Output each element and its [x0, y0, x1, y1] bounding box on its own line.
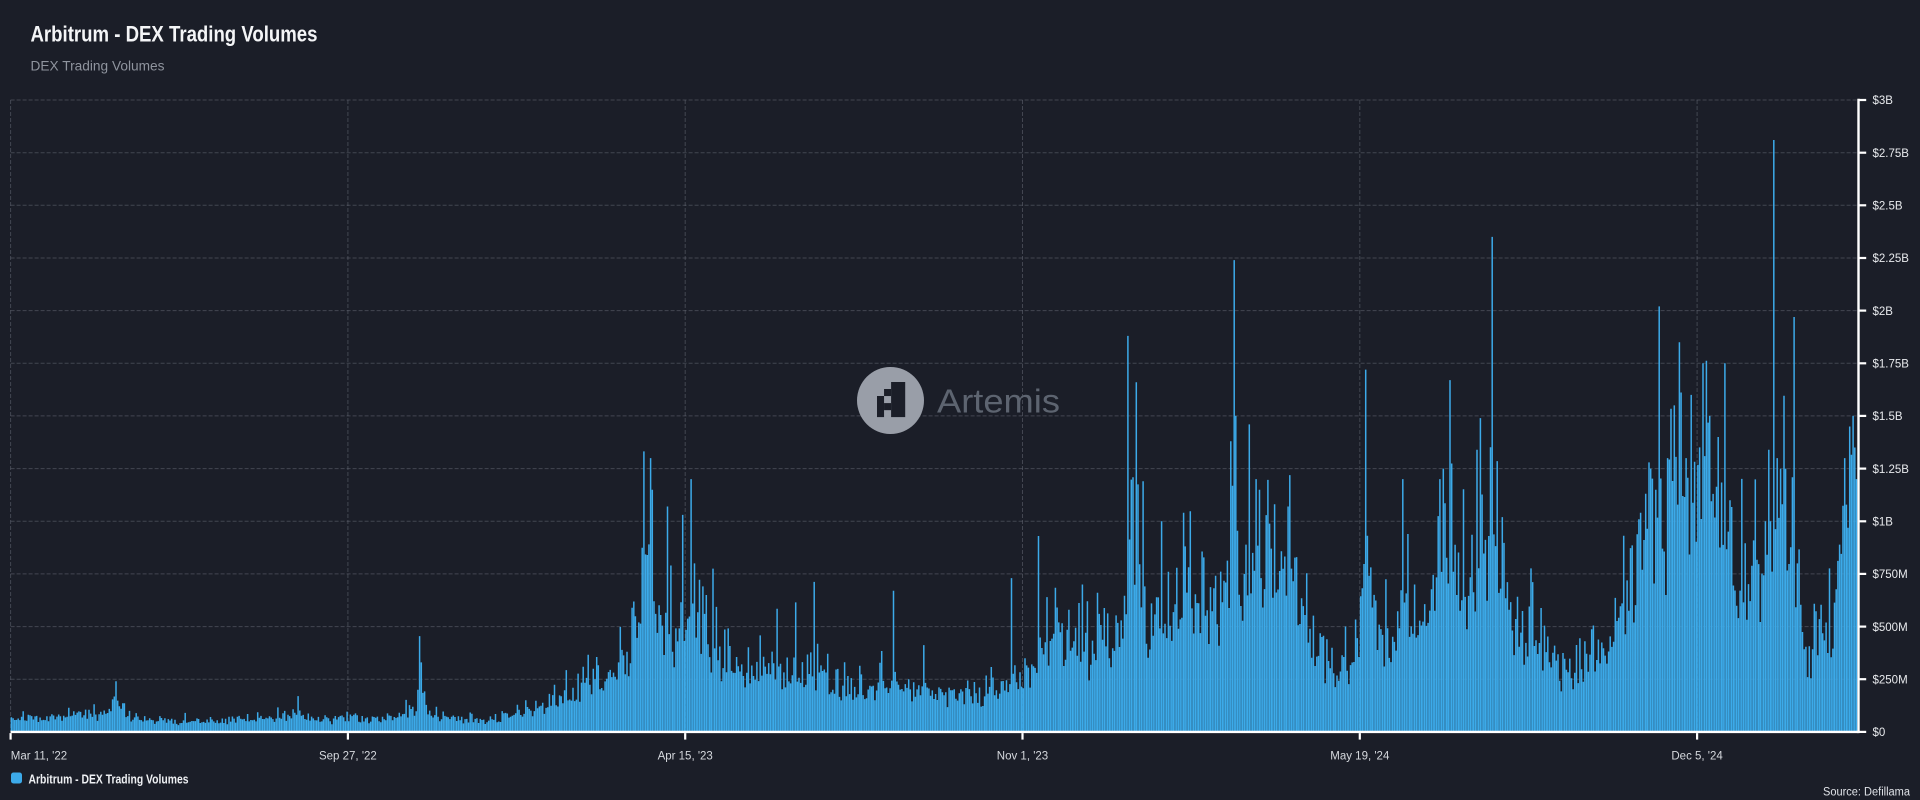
svg-text:Artemis: Artemis: [937, 383, 1060, 420]
svg-text:$1.25B: $1.25B: [1873, 464, 1910, 476]
svg-text:May 19, '24: May 19, '24: [1330, 751, 1390, 763]
svg-text:$500M: $500M: [1873, 622, 1908, 634]
svg-text:Source: Defillama: Source: Defillama: [1823, 787, 1911, 799]
svg-text:$2B: $2B: [1873, 306, 1894, 318]
svg-text:Arbitrum - DEX Trading Volumes: Arbitrum - DEX Trading Volumes: [29, 773, 189, 787]
svg-text:Mar 11, '22: Mar 11, '22: [11, 751, 67, 763]
svg-text:$250M: $250M: [1873, 674, 1908, 686]
svg-text:Sep 27, '22: Sep 27, '22: [319, 751, 377, 763]
svg-text:$0: $0: [1873, 727, 1886, 739]
svg-text:Apr 15, '23: Apr 15, '23: [658, 751, 713, 763]
svg-text:$1.5B: $1.5B: [1873, 411, 1903, 423]
svg-text:$1.75B: $1.75B: [1873, 359, 1910, 371]
svg-text:Nov 1, '23: Nov 1, '23: [997, 751, 1048, 763]
svg-text:$2.25B: $2.25B: [1873, 253, 1910, 265]
svg-text:$750M: $750M: [1873, 569, 1908, 581]
svg-text:$1B: $1B: [1873, 517, 1894, 529]
svg-text:Arbitrum - DEX Trading Volumes: Arbitrum - DEX Trading Volumes: [31, 22, 318, 47]
svg-text:Dec 5, '24: Dec 5, '24: [1671, 751, 1723, 763]
svg-text:$2.75B: $2.75B: [1873, 148, 1910, 160]
svg-text:DEX Trading Volumes: DEX Trading Volumes: [31, 59, 165, 74]
svg-text:$2.5B: $2.5B: [1873, 201, 1903, 213]
svg-text:$3B: $3B: [1873, 95, 1894, 107]
